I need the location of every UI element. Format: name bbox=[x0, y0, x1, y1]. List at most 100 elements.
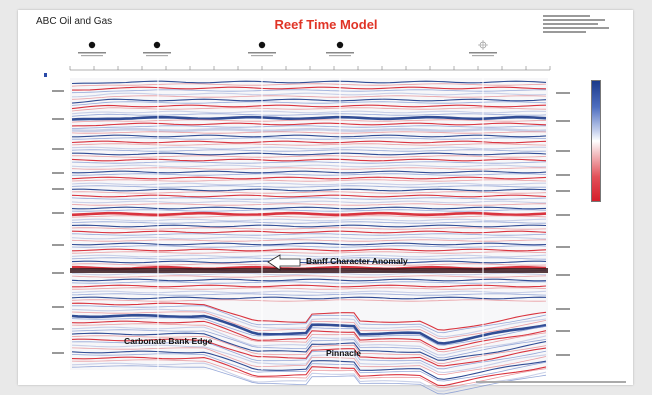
reflector bbox=[71, 245, 547, 248]
reflector bbox=[71, 230, 547, 234]
reflector bbox=[71, 221, 546, 224]
reflector bbox=[71, 313, 547, 345]
footer-note bbox=[476, 379, 626, 384]
reflector bbox=[71, 299, 547, 302]
reflector bbox=[71, 254, 547, 258]
reflector bbox=[71, 176, 547, 180]
reflector bbox=[71, 353, 547, 382]
reflector bbox=[71, 242, 547, 246]
reflector bbox=[71, 115, 547, 121]
reflector bbox=[71, 92, 547, 98]
reflector bbox=[71, 233, 547, 236]
reflector bbox=[71, 338, 547, 367]
reflector bbox=[71, 365, 547, 395]
reflector bbox=[71, 278, 547, 282]
reflector bbox=[71, 317, 547, 346]
reflector bbox=[72, 152, 547, 156]
reflector bbox=[71, 101, 547, 106]
reflector bbox=[71, 197, 547, 200]
reflector bbox=[71, 164, 547, 168]
reflector bbox=[71, 362, 547, 392]
reflector bbox=[71, 215, 547, 218]
reflector bbox=[71, 83, 547, 87]
well-symbol bbox=[258, 41, 266, 49]
reflector bbox=[71, 80, 547, 85]
reflector bbox=[71, 158, 547, 162]
reflector bbox=[71, 347, 547, 376]
reflector bbox=[72, 173, 547, 176]
reflector bbox=[71, 167, 547, 170]
reflector bbox=[71, 344, 547, 374]
reflector bbox=[71, 263, 547, 266]
reflector bbox=[71, 203, 546, 206]
reflector bbox=[71, 119, 547, 123]
reflector bbox=[71, 206, 547, 210]
reflector bbox=[71, 332, 547, 361]
left-marker bbox=[44, 73, 47, 77]
reflector bbox=[71, 149, 547, 152]
reflector bbox=[72, 305, 547, 334]
reflector bbox=[71, 326, 547, 356]
reflector bbox=[71, 272, 547, 276]
reflector bbox=[71, 200, 546, 204]
reflector bbox=[71, 113, 547, 117]
anomaly-label: Banff Character Anomaly bbox=[306, 256, 408, 266]
reflector bbox=[71, 89, 546, 94]
amplitude-colorbar bbox=[591, 80, 601, 202]
reflector bbox=[71, 239, 547, 242]
reflector bbox=[71, 320, 547, 351]
reflector bbox=[71, 323, 547, 353]
reflector bbox=[71, 350, 547, 380]
trace-gridlines bbox=[157, 78, 484, 370]
reflector bbox=[71, 302, 547, 331]
reflector bbox=[71, 140, 547, 144]
reflector bbox=[71, 179, 547, 182]
well-symbol bbox=[88, 41, 96, 49]
reflector bbox=[71, 182, 546, 186]
reflector bbox=[72, 287, 547, 290]
pinnacle-label: Pinnacle bbox=[326, 348, 361, 358]
reflector bbox=[71, 308, 547, 338]
well-symbol bbox=[336, 41, 344, 49]
reflector bbox=[71, 227, 547, 230]
reflector bbox=[71, 95, 547, 100]
reflector bbox=[71, 209, 547, 212]
reflector bbox=[71, 131, 547, 134]
well-symbol bbox=[478, 40, 488, 50]
reflector bbox=[71, 359, 547, 389]
reflector bbox=[71, 335, 547, 364]
well-symbol bbox=[153, 41, 161, 49]
reflector bbox=[71, 107, 547, 112]
reflector bbox=[71, 194, 547, 198]
reflector bbox=[71, 251, 547, 254]
reflector bbox=[71, 341, 547, 370]
trace-ticks bbox=[69, 66, 551, 70]
title-block bbox=[543, 15, 621, 35]
reflector bbox=[71, 98, 547, 104]
reflector bbox=[71, 185, 546, 188]
company-name: ABC Oil and Gas bbox=[36, 16, 113, 27]
reflector bbox=[72, 284, 547, 288]
well-symbols bbox=[78, 40, 497, 57]
reflector bbox=[71, 110, 547, 115]
reflector bbox=[71, 248, 547, 252]
horizon-strong bbox=[70, 268, 548, 273]
reflector bbox=[71, 170, 547, 174]
reflector bbox=[71, 161, 547, 164]
reflector bbox=[71, 122, 547, 127]
reflector bbox=[72, 86, 547, 91]
reflector bbox=[71, 260, 547, 264]
reflector bbox=[71, 127, 547, 133]
reflector bbox=[71, 218, 547, 222]
reflector bbox=[71, 191, 547, 194]
reflector bbox=[71, 311, 547, 340]
reflector bbox=[71, 224, 547, 228]
reflector bbox=[71, 143, 547, 146]
horizon-labels bbox=[52, 90, 570, 356]
bank-edge-label: Carbonate Bank Edge bbox=[124, 336, 213, 346]
reflector bbox=[71, 290, 547, 294]
reflector bbox=[71, 236, 547, 240]
reflector bbox=[71, 188, 547, 192]
reflector bbox=[72, 155, 547, 158]
reflector bbox=[71, 293, 547, 296]
